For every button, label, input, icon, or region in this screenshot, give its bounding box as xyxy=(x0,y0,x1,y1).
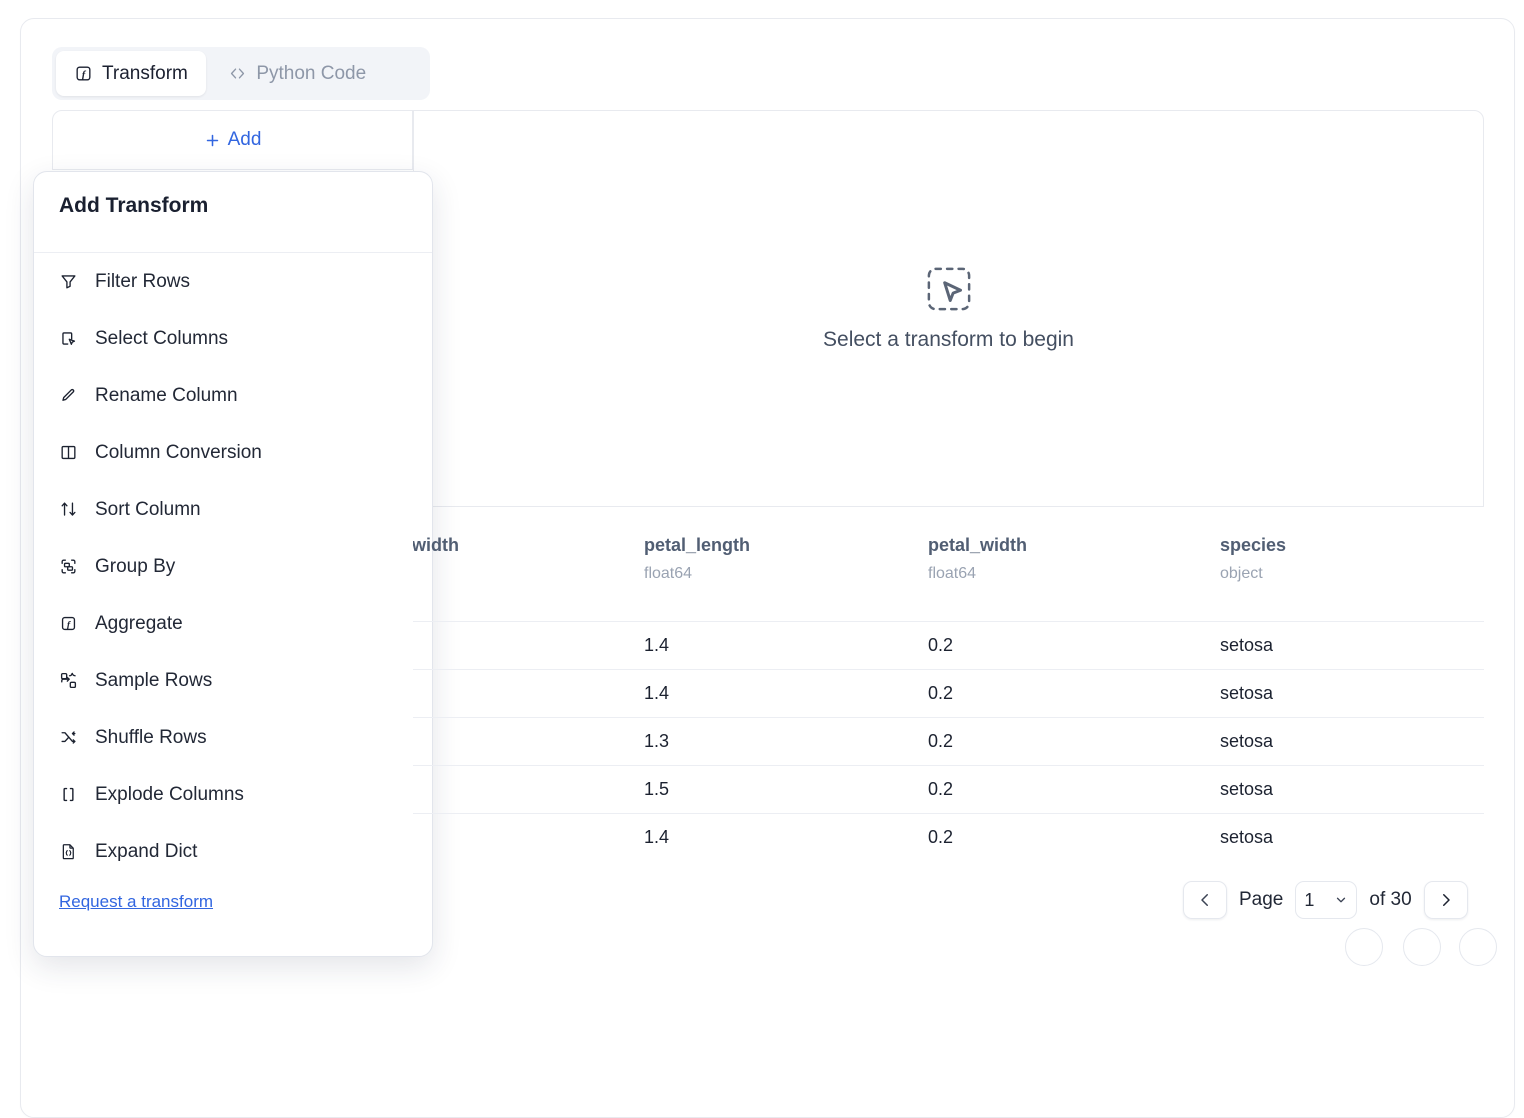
svg-text:f: f xyxy=(82,69,87,81)
